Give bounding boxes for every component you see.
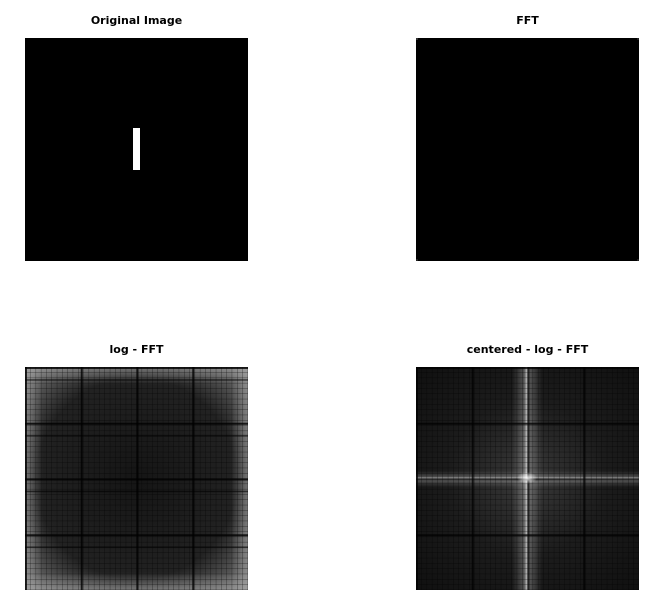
panel-title-centered-log-fft: centered - log - FFT: [466, 343, 589, 356]
fft-image: [416, 38, 639, 261]
panel-title-original: Original Image: [90, 14, 183, 27]
original-image: [25, 38, 248, 261]
white-bar: [133, 128, 140, 170]
panel-title-fft: FFT: [516, 14, 539, 27]
centered-log-fft-image: [416, 367, 639, 590]
log-fft-image: [25, 367, 248, 590]
panel-title-log-fft: log - FFT: [109, 343, 164, 356]
